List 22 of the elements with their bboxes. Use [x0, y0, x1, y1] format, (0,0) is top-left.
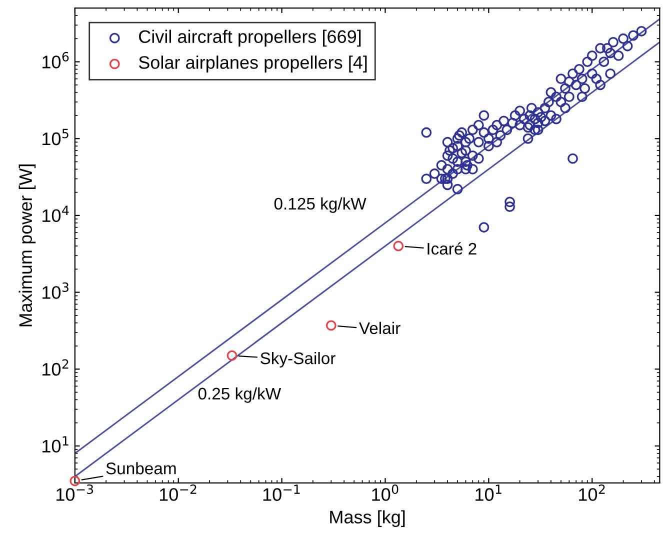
- y-tick-label: 10$^{6}$: [42, 52, 69, 68]
- annotation: 0.25 kg/kW: [198, 387, 282, 403]
- y-tick-label: 10$^{2}$: [42, 359, 68, 376]
- y-axis-title: Maximum power [W]: [18, 164, 36, 326]
- x-axis-title: Mass [kg]: [330, 510, 405, 528]
- x-tick-label: 10$^{−1}$: [263, 484, 300, 501]
- legend-label: Civil aircraft propellers [669]: [139, 30, 361, 47]
- x-tick-label: 10$^{−2}$: [160, 484, 196, 501]
- legend-label: Solar airplanes propellers [4]: [138, 56, 367, 72]
- x-tick-label: 10$^{1}$: [476, 484, 502, 501]
- annotation: Icaré 2: [428, 242, 476, 255]
- y-tick-label: 10$^{5}$: [42, 128, 68, 146]
- y-tick-label: 10$^{1}$: [42, 436, 68, 453]
- x-tick-label: 10$^{0}$: [372, 484, 398, 501]
- annotation: Velair: [359, 322, 400, 334]
- annotation: Sunbeam: [106, 462, 176, 474]
- x-tick-label: 10$^{−3}$: [56, 484, 94, 501]
- annotation: Sky-Sailor: [260, 352, 336, 368]
- y-tick-label: 10$^{3}$: [42, 282, 68, 299]
- x-tick-label: 10$^{2}$: [579, 484, 605, 501]
- y-tick-label: 10$^{4}$: [42, 206, 69, 222]
- annotation: 0.125 kg/kW: [274, 197, 366, 213]
